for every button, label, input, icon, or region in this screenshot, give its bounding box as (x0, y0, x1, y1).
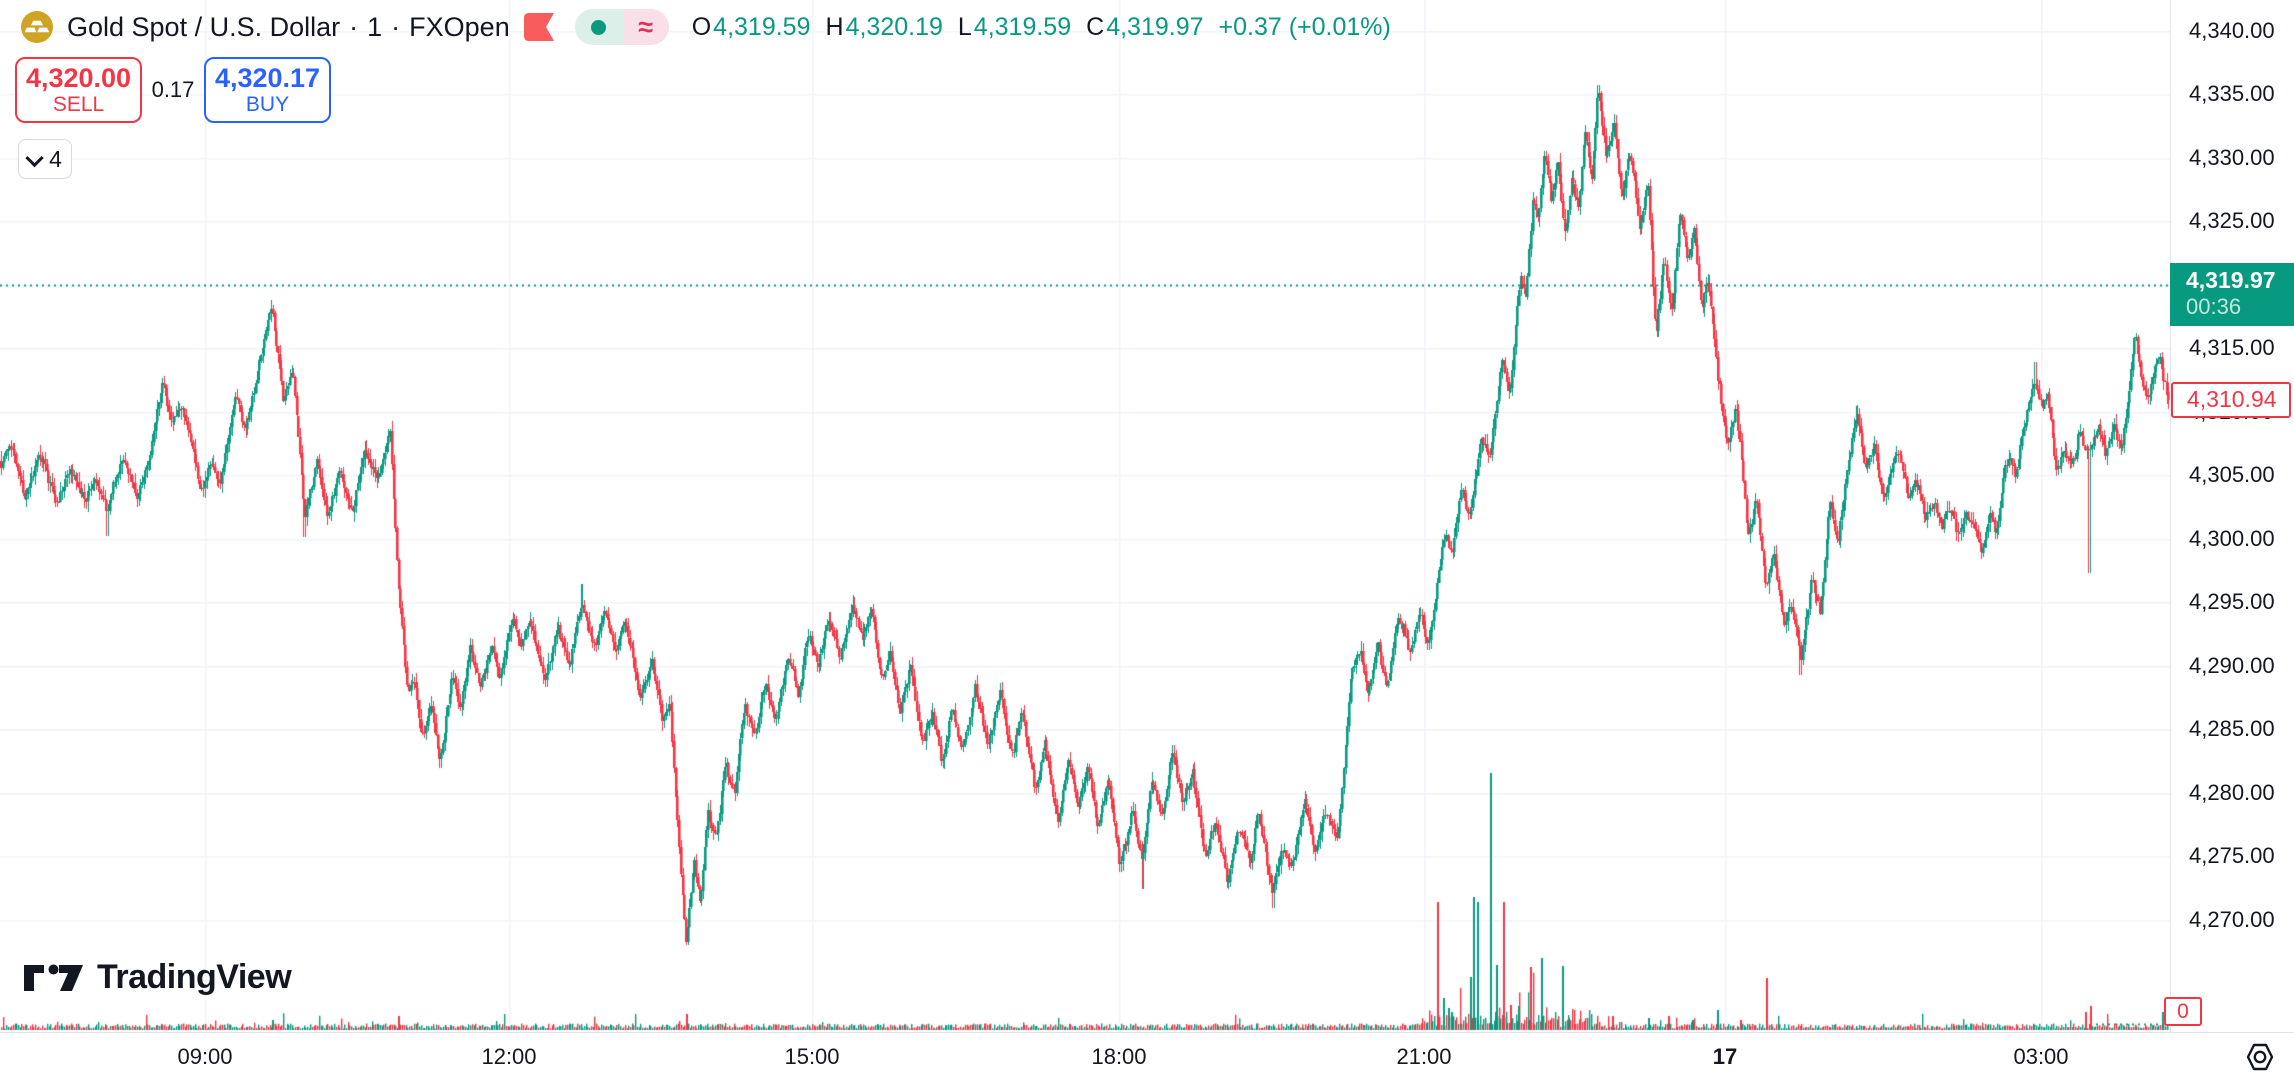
symbol-name: Gold Spot / U.S. Dollar (67, 11, 341, 42)
exchange-name: FXOpen (409, 11, 510, 42)
sell-price: 4,320.00 (25, 63, 132, 93)
time-tick-label: 12:00 (481, 1044, 537, 1069)
delayed-data-icon: ≈ (622, 9, 669, 45)
trade-panel: 4,320.00 SELL 0.17 4,320.17 BUY (15, 57, 331, 123)
time-tick-label: 17 (1712, 1044, 1738, 1069)
price-tick-label: 4,330.00 (2189, 144, 2275, 170)
chevron-down-icon (25, 148, 44, 167)
buy-button[interactable]: 4,320.17 BUY (204, 57, 331, 123)
price-tick-label: 4,270.00 (2189, 906, 2275, 932)
price-tick-label: 4,285.00 (2189, 716, 2275, 741)
time-tick-label: 15:00 (784, 1044, 840, 1069)
gold-coin-icon (21, 11, 53, 43)
flag-icon[interactable] (523, 12, 556, 42)
symbol-legend: Gold Spot / U.S. Dollar · 1 · FXOpen ≈ O… (20, 8, 1391, 46)
sell-label: SELL (52, 93, 105, 116)
price-tick-label: 4,305.00 (2189, 462, 2275, 487)
low-label: L (957, 12, 972, 41)
price-tick-label: 4,280.00 (2189, 779, 2275, 805)
tradingview-logo[interactable]: TradingView (23, 958, 292, 997)
last-price-value: 4,319.97 (2186, 266, 2276, 293)
tradingview-wordmark: TradingView (97, 958, 292, 996)
price-tick-label: 4,295.00 (2189, 589, 2275, 614)
spread-value: 0.17 (151, 77, 195, 102)
time-axis[interactable]: 09:00 12:00 15:00 18:00 21:00 17 03:00 (0, 1032, 2294, 1079)
time-tick-label: 18:00 (1091, 1044, 1147, 1069)
price-tick-label: 4,290.00 (2189, 652, 2275, 678)
price-tick-label: 4,325.00 (2189, 208, 2275, 233)
close-label: C (1086, 12, 1105, 41)
volume-zero-label: 0 (2164, 997, 2202, 1026)
high-value: 4,320.19 (845, 12, 943, 41)
separator-dot: · (391, 11, 401, 42)
bar-countdown: 00:36 (2186, 293, 2242, 319)
buy-label: BUY (245, 93, 290, 116)
time-tick-label: 03:00 (2013, 1044, 2069, 1069)
close-value: 4,319.97 (1106, 12, 1204, 41)
open-label: O (691, 12, 712, 41)
chart-interval: 1 (367, 11, 383, 42)
price-tick-label: 4,300.00 (2189, 525, 2275, 551)
price-axis[interactable]: 4,340.00 4,335.00 4,330.00 4,325.00 4,315.00… (2170, 0, 2294, 1032)
high-label: H (825, 12, 844, 41)
separator-dot: · (349, 11, 359, 42)
symbol-title[interactable]: Gold Spot / U.S. Dollar · 1 · FXOpen (67, 12, 510, 43)
tradingview-mark-icon (24, 964, 83, 991)
open-value: 4,319.59 (713, 12, 811, 41)
settings-gear-icon[interactable] (2243, 1040, 2277, 1074)
low-value: 4,319.59 (973, 12, 1072, 41)
change-value: +0.37 (+0.01%) (1218, 12, 1391, 41)
bid-price-label: 4,310.94 (2171, 381, 2291, 418)
time-tick-label: 09:00 (177, 1044, 233, 1069)
ohlc-readout: O 4,319.59 H 4,320.19 L 4,319.59 C 4,319.97 … (692, 13, 1391, 42)
chart-canvas[interactable] (0, 0, 2170, 1032)
hidden-items-count: 4 (49, 145, 62, 172)
price-tick-label: 4,315.00 (2189, 335, 2275, 360)
price-tick-label: 4,340.00 (2189, 17, 2275, 43)
last-price-badge: 4,319.97 00:36 (2170, 262, 2294, 326)
status-pill[interactable]: ≈ (574, 9, 669, 45)
market-open-dot-icon (574, 9, 623, 45)
legend-collapse-button[interactable]: 4 (18, 139, 72, 179)
price-tick-label: 4,335.00 (2189, 81, 2275, 106)
price-tick-label: 4,275.00 (2189, 843, 2275, 868)
buy-price: 4,320.17 (214, 63, 321, 93)
time-tick-label: 21:00 (1396, 1044, 1452, 1069)
sell-button[interactable]: 4,320.00 SELL (15, 57, 142, 123)
